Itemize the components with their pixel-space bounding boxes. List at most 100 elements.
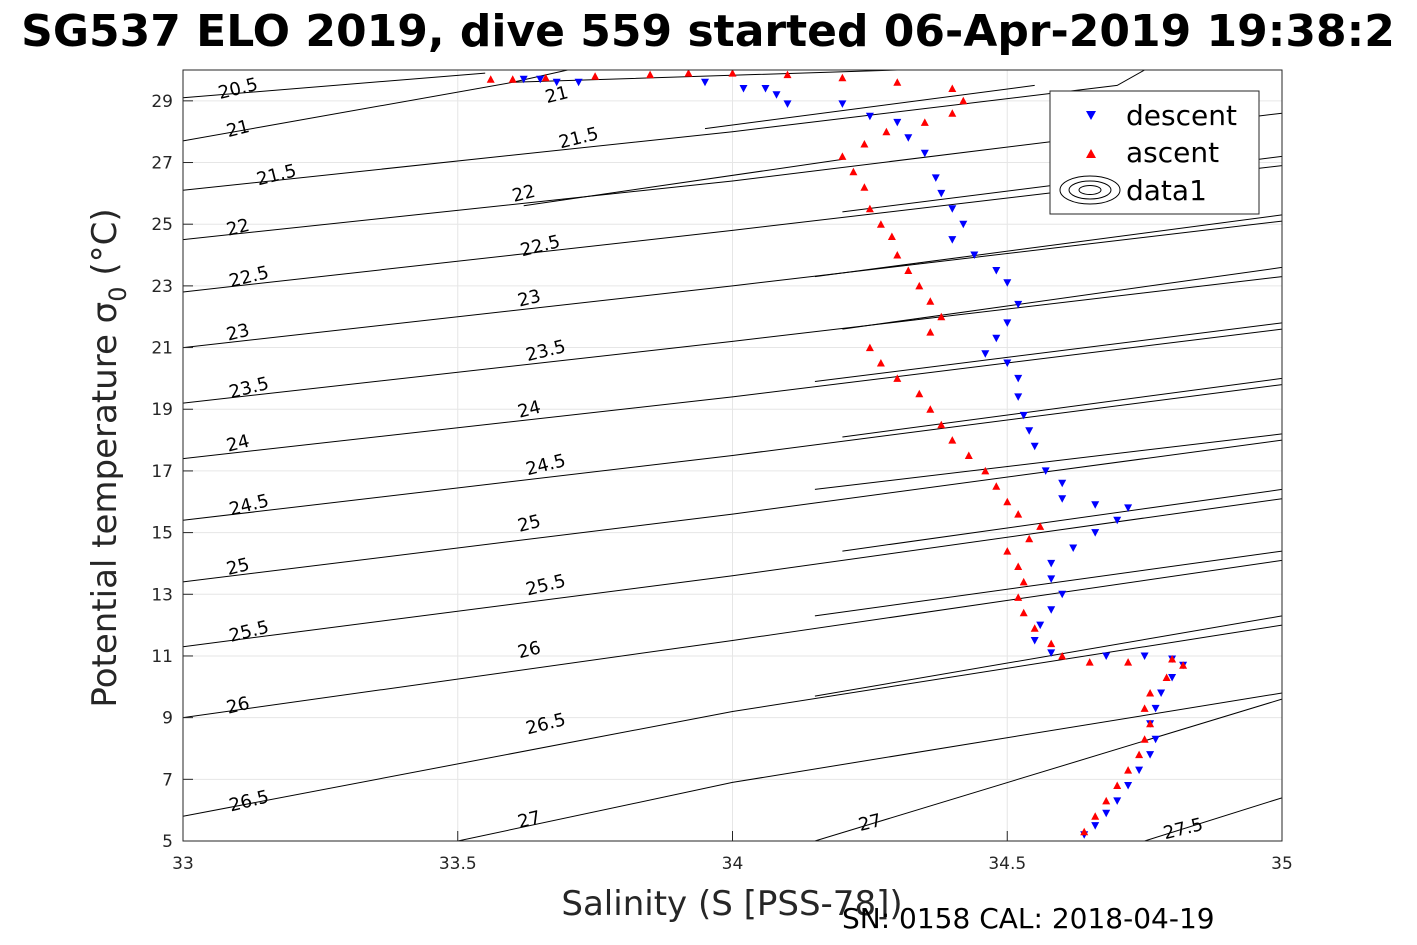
descent-marker (1030, 442, 1039, 451)
y-tick-label: 25 (151, 215, 173, 235)
descent-marker (761, 85, 770, 93)
x-tick-label: 33.5 (439, 854, 477, 874)
descent-marker (1003, 319, 1012, 327)
descent-marker (1047, 575, 1056, 583)
ascent-marker (1003, 547, 1012, 555)
y-tick-label: 27 (151, 154, 173, 174)
descent-marker (1003, 279, 1012, 287)
y-tick-label: 29 (151, 92, 173, 112)
descent-marker (1091, 501, 1100, 509)
contour-line (183, 328, 1282, 460)
contour-line (814, 550, 1282, 617)
axis-ticks: 33 33.5 34 34.5 35 5 7 9 11 13 15 17 19 21 23 25 27 29 (151, 92, 1292, 874)
descent-marker (1047, 649, 1056, 657)
y-tick-label: 9 (162, 709, 173, 729)
ascent-marker (937, 312, 946, 321)
descent-marker (1047, 606, 1056, 614)
ascent-marker (937, 420, 946, 429)
ascent-marker (1036, 522, 1045, 530)
descent-marker (1030, 637, 1039, 645)
y-tick-label: 11 (151, 647, 173, 667)
ascent-marker (865, 343, 874, 352)
descent-marker (865, 112, 874, 121)
ascent-marker (926, 405, 935, 413)
y-axis-label-main: Potential temperature σ (85, 302, 125, 708)
contour-line (183, 276, 1282, 404)
ascent-marker (860, 140, 869, 148)
ascent-marker (646, 70, 655, 79)
legend-ascent-marker (1086, 149, 1096, 158)
descent-marker (1113, 516, 1122, 525)
descent-marker (948, 236, 957, 244)
descent-marker (701, 78, 709, 87)
descent-marker (1146, 751, 1155, 759)
ascent-marker (876, 220, 885, 228)
contour-line (183, 70, 1145, 191)
y-tick-label: 19 (151, 400, 173, 420)
descent-marker (1041, 467, 1050, 475)
ascent-marker (959, 96, 968, 105)
descent-marker (1047, 559, 1056, 568)
contour-line (183, 72, 486, 99)
descent-marker (904, 134, 913, 142)
ascent-marker (1019, 608, 1028, 617)
contour-line (814, 322, 1282, 382)
ascent-marker (893, 374, 902, 382)
ascent-marker (915, 281, 924, 290)
ascent-marker (508, 75, 517, 83)
contour-line (457, 692, 1282, 841)
contour-line (842, 266, 1282, 330)
data-markers (486, 70, 1188, 839)
ascent-marker (1091, 812, 1100, 820)
descent-marker (1014, 374, 1023, 383)
descent-marker (783, 100, 792, 108)
ascent-marker (876, 359, 885, 367)
ascent-marker (1124, 658, 1133, 666)
ascent-marker (1025, 534, 1034, 543)
descent-marker (1091, 529, 1100, 537)
descent-marker (1135, 766, 1144, 775)
y-axis-label: Potential temperature σ0 (°C) (85, 208, 132, 707)
ascent-marker (948, 109, 957, 117)
y-tick-label: 23 (151, 277, 173, 297)
descent-marker (1102, 652, 1111, 660)
ascent-marker (1140, 704, 1149, 712)
descent-marker (1151, 735, 1160, 744)
ascent-marker (1135, 750, 1144, 759)
descent-marker (970, 251, 979, 259)
x-tick-label: 34 (722, 854, 744, 874)
legend-descent-marker (1086, 111, 1096, 120)
calibration-footer: SN: 0158 CAL: 2018-04-19 (842, 902, 1215, 935)
descent-marker (1151, 704, 1160, 713)
ascent-marker (1047, 639, 1056, 648)
ascent-marker (920, 118, 929, 126)
descent-marker (1058, 495, 1067, 503)
ascent-marker (865, 204, 874, 213)
ascent-marker (1140, 735, 1149, 743)
descent-marker (1124, 504, 1133, 512)
descent-marker (1025, 427, 1034, 435)
ascent-marker (1014, 510, 1023, 518)
ascent-marker (1102, 796, 1111, 805)
ascent-marker (1146, 689, 1155, 697)
ascent-marker (1030, 624, 1039, 632)
descent-marker (574, 78, 583, 87)
ascent-marker (1168, 655, 1177, 663)
ascent-marker (981, 466, 990, 475)
legend: descent ascent data1 (1049, 90, 1260, 215)
contour-line (183, 624, 1282, 817)
descent-marker (992, 267, 1001, 275)
descent-marker (1019, 411, 1028, 420)
ascent-marker (1124, 766, 1133, 774)
legend-data1-contour-icon (1059, 175, 1121, 205)
y-axis-label-subscript: 0 (104, 286, 132, 301)
contour-line (183, 220, 1282, 349)
y-tick-label: 15 (151, 524, 173, 544)
ascent-marker (915, 389, 924, 398)
x-tick-label: 35 (1271, 854, 1293, 874)
descent-marker (1124, 782, 1133, 790)
descent-marker (920, 149, 929, 158)
y-axis-label-unit: (°C) (85, 208, 125, 286)
contour-line (842, 377, 1282, 438)
